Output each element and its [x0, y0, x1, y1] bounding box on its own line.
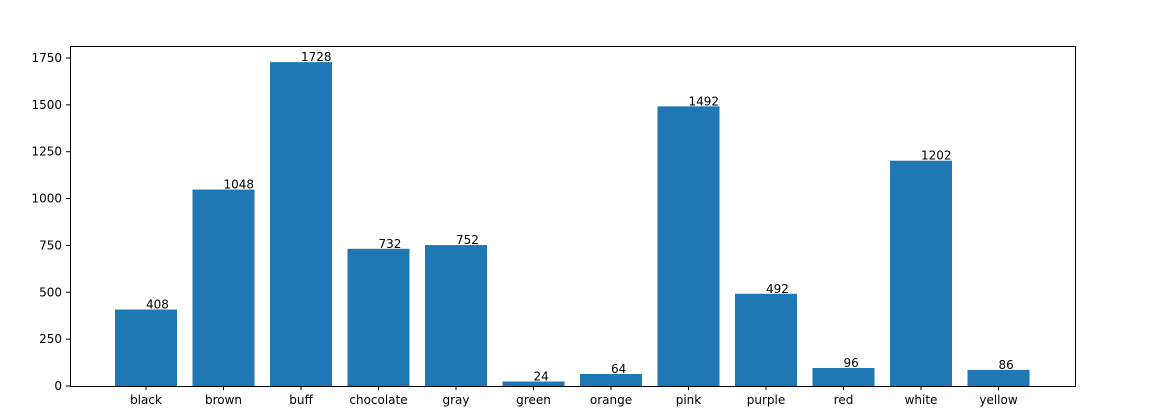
- bar-black: [115, 309, 177, 386]
- bar-green: [502, 381, 565, 386]
- data-label-pink: 1492: [689, 94, 720, 108]
- bar-yellow: [967, 369, 1030, 386]
- bar-red: [812, 368, 875, 386]
- y-tick-label-0: 0: [54, 379, 62, 393]
- bar-orange: [580, 374, 642, 386]
- x-tick-label-black: black: [130, 393, 162, 407]
- bar-white: [890, 160, 952, 386]
- x-tick-label-chocolate: chocolate: [349, 393, 407, 407]
- y-axis: 0 250 500 750 1000 1250 1500 1750: [31, 51, 70, 393]
- x-tick-label-green: green: [516, 393, 551, 407]
- plot-frame: [70, 46, 1076, 387]
- x-tick-label-white: white: [905, 393, 938, 407]
- data-label-green: 24: [534, 370, 549, 384]
- data-label-gray: 752: [456, 233, 479, 247]
- data-label-chocolate: 732: [379, 237, 402, 251]
- data-label-orange: 64: [611, 362, 626, 376]
- data-label-buff: 1728: [301, 50, 332, 64]
- bar-buff: [270, 62, 332, 386]
- data-label-purple: 492: [766, 282, 789, 296]
- x-tick-label-red: red: [834, 393, 854, 407]
- data-labels-group: 408 1048 1728 732 752 24 64 1492 492 96 1202 86: [146, 50, 1014, 383]
- y-tick-label-1250: 1250: [31, 145, 62, 159]
- bar-brown: [192, 189, 255, 386]
- data-label-black: 408: [146, 298, 169, 312]
- data-label-white: 1202: [921, 149, 952, 163]
- y-tick-label-500: 500: [39, 285, 62, 299]
- x-tick-label-gray: gray: [442, 393, 469, 407]
- bar-pink: [657, 106, 720, 386]
- bar-gray: [425, 245, 487, 386]
- y-tick-label-250: 250: [39, 332, 62, 346]
- bars-group: [115, 62, 1030, 386]
- data-label-brown: 1048: [224, 178, 255, 192]
- x-tick-label-pink: pink: [676, 393, 702, 407]
- x-tick-label-purple: purple: [747, 393, 786, 407]
- y-tick-label-1750: 1750: [31, 51, 62, 65]
- bar-chocolate: [347, 248, 410, 386]
- x-tick-label-buff: buff: [289, 393, 313, 407]
- y-tick-label-750: 750: [39, 238, 62, 252]
- bar-purple: [735, 293, 797, 386]
- x-tick-label-brown: brown: [205, 393, 242, 407]
- x-axis: black brown buff chocolate gray green orange pi…: [130, 386, 1018, 407]
- y-tick-label-1000: 1000: [31, 192, 62, 206]
- data-label-red: 96: [844, 356, 859, 370]
- x-tick-label-orange: orange: [590, 393, 632, 407]
- x-tick-label-yellow: yellow: [979, 393, 1017, 407]
- y-tick-label-1500: 1500: [31, 98, 62, 112]
- data-label-yellow: 86: [999, 358, 1014, 372]
